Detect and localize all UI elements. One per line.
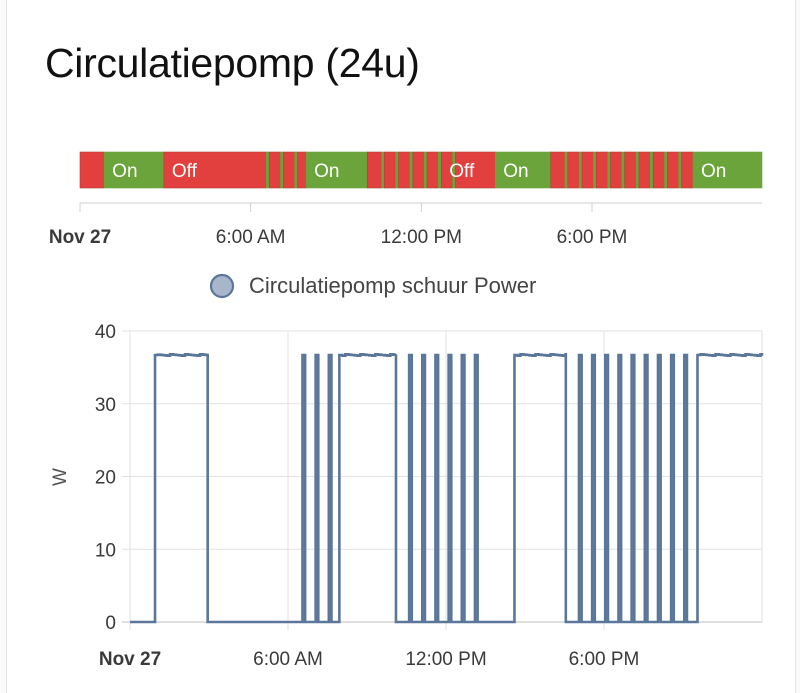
timeline-segment-on[interactable] (664, 151, 668, 189)
timeline-segment-off[interactable] (581, 151, 594, 189)
timeline-segment-off[interactable] (595, 151, 608, 189)
timeline-segment-on[interactable] (305, 151, 368, 189)
timeline-segment-on[interactable] (678, 151, 682, 189)
timeline-segment-on[interactable] (650, 151, 654, 189)
legend-label[interactable]: Circulatiepomp schuur Power (249, 273, 536, 298)
chart-grid (122, 330, 763, 630)
card-title: Circulatiepomp (24u) (45, 40, 420, 86)
y-tick-label: 20 (95, 468, 116, 489)
timeline-x-axis: Nov 27 6:00 AM 12:00 PM 6:00 PM (49, 202, 762, 248)
timeline-segment-label: Off (172, 161, 198, 182)
x-axis: Nov 27 6:00 AM 12:00 PM 6:00 PM (99, 649, 640, 670)
timeline-segment-on[interactable] (423, 151, 428, 189)
y-axis-title: W (50, 468, 71, 486)
y-tick-label: 30 (95, 395, 116, 416)
timeline-segment-on[interactable] (395, 151, 399, 189)
timeline-segment-on[interactable] (381, 151, 385, 189)
timeline-segment-off[interactable] (610, 151, 623, 189)
timeline-segment-off[interactable] (652, 151, 665, 189)
power-series[interactable] (130, 353, 764, 624)
timeline-segment-on[interactable] (607, 151, 611, 189)
timeline-segment-on[interactable] (692, 151, 763, 189)
timeline-tick-label: Nov 27 (49, 227, 111, 248)
timeline-segment-on[interactable] (438, 151, 442, 189)
timeline-segment-off[interactable] (268, 151, 281, 189)
timeline-segment-label: On (314, 161, 339, 182)
timeline-tick-label: 6:00 AM (216, 227, 286, 248)
timeline-segment-off[interactable] (366, 151, 382, 189)
timeline-segment-label: On (112, 161, 137, 182)
timeline-segment-off[interactable] (550, 151, 566, 189)
timeline-segment-off[interactable] (283, 151, 296, 189)
timeline-segment-label: On (701, 161, 726, 182)
timeline-segment-on[interactable] (635, 151, 640, 189)
y-tick-label: 10 (95, 540, 116, 561)
timeline-segment-off[interactable] (567, 151, 580, 189)
legend-marker-icon[interactable] (209, 273, 235, 299)
timeline-segment-label: On (503, 161, 528, 182)
timeline-tick-label: 6:00 PM (557, 227, 628, 248)
y-tick-label: 0 (105, 613, 116, 634)
timeline-segment-off[interactable] (384, 151, 397, 189)
timeline-segment-on[interactable] (294, 151, 298, 189)
timeline-segment-off[interactable] (624, 151, 637, 189)
timeline-segment-off[interactable] (681, 151, 694, 189)
timeline-segment-label: Off (449, 161, 475, 182)
chart-legend[interactable]: Circulatiepomp schuur Power (209, 273, 536, 299)
timeline-segment-on[interactable] (409, 151, 414, 189)
state-timeline[interactable]: On Off On Off On On (79, 151, 763, 189)
timeline-segment-off[interactable] (455, 151, 496, 189)
timeline-segment-on[interactable] (564, 151, 569, 189)
history-card: Circulatiepomp (24u) (6, 0, 796, 693)
series-line-power[interactable] (130, 353, 764, 624)
timeline-segment-off[interactable] (163, 151, 267, 189)
timeline-segment-off[interactable] (667, 151, 680, 189)
x-tick-label: 12:00 PM (405, 649, 486, 670)
y-tick-label: 40 (95, 322, 116, 343)
timeline-segment-off[interactable] (426, 151, 439, 189)
x-tick-label: Nov 27 (99, 649, 161, 670)
timeline-segment-on[interactable] (494, 151, 552, 189)
timeline-segment-off[interactable] (412, 151, 425, 189)
timeline-tick-label: 12:00 PM (381, 227, 462, 248)
timeline-segment-off[interactable] (297, 151, 307, 189)
x-tick-label: 6:00 PM (569, 649, 640, 670)
x-tick-label: 6:00 AM (253, 649, 323, 670)
timeline-segment-on[interactable] (266, 151, 270, 189)
y-axis: 0 10 20 30 40 W (50, 322, 116, 634)
timeline-segment-off[interactable] (398, 151, 411, 189)
timeline-segment-on[interactable] (280, 151, 284, 189)
timeline-segment-off[interactable] (79, 151, 105, 189)
timeline-segment-off[interactable] (638, 151, 651, 189)
timeline-segment-on[interactable] (578, 151, 583, 189)
timeline-segment-on[interactable] (593, 151, 597, 189)
timeline-segment-on[interactable] (621, 151, 626, 189)
